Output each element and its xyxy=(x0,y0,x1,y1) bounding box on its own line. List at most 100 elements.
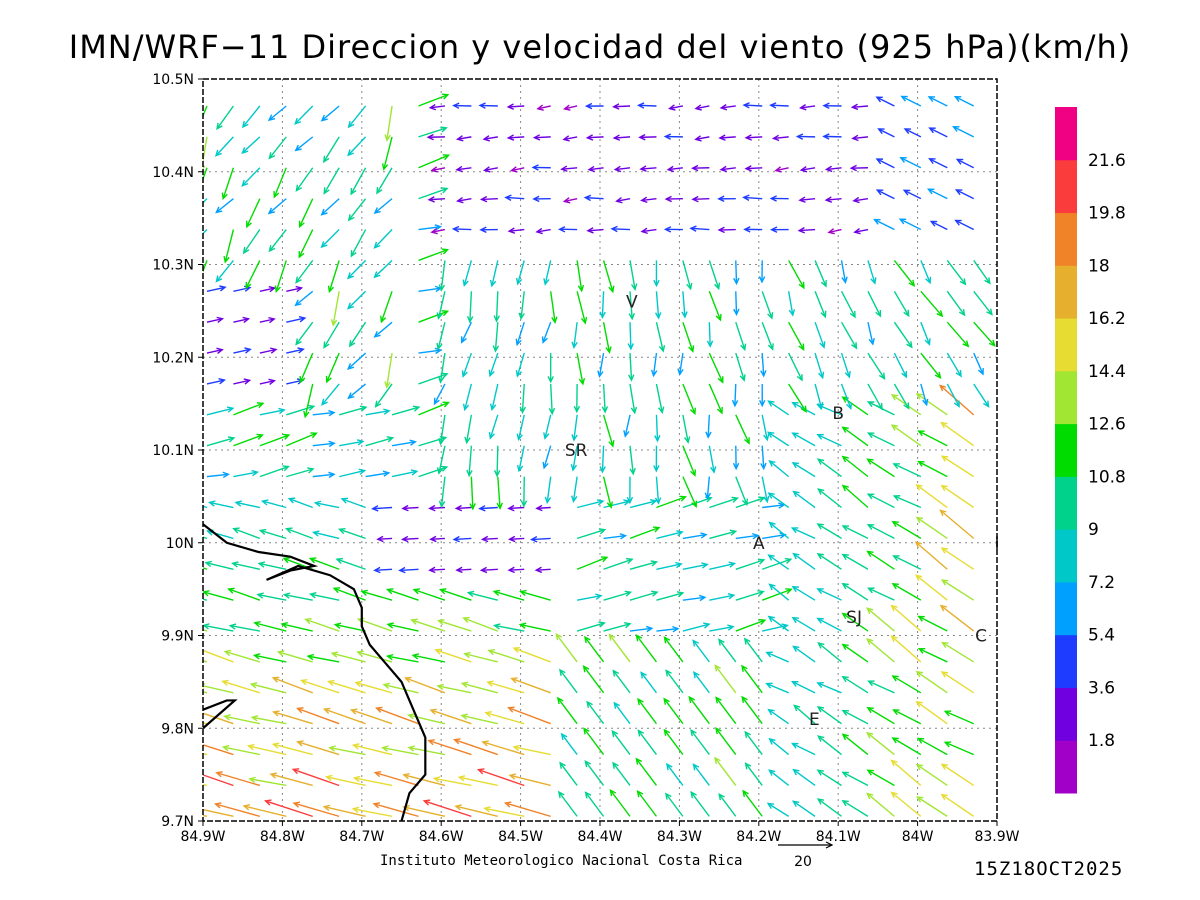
wind-vector xyxy=(248,776,287,787)
wind-vector xyxy=(841,525,869,540)
wind-vector xyxy=(708,260,721,291)
wind-vector xyxy=(509,166,525,173)
wind-vector xyxy=(418,187,449,200)
wind-vector xyxy=(766,802,790,817)
wind-vector xyxy=(349,708,393,725)
wind-vector xyxy=(493,291,500,323)
colorbar-swatch xyxy=(1055,107,1077,161)
wind-vector xyxy=(741,664,763,694)
wind-vector xyxy=(954,219,975,231)
wind-vector xyxy=(350,229,367,258)
wind-vector xyxy=(555,633,578,663)
wind-vector xyxy=(893,352,908,379)
wind-vector xyxy=(221,167,235,201)
wind-vector xyxy=(841,709,869,725)
wind-vector xyxy=(294,136,314,152)
wind-vector xyxy=(682,622,711,632)
wind-vector xyxy=(401,535,419,543)
wind-vector xyxy=(347,136,367,157)
wind-vector xyxy=(259,285,277,293)
wind-vector xyxy=(762,532,787,540)
wind-vector xyxy=(330,291,340,327)
wind-vector xyxy=(899,157,922,169)
wind-vector xyxy=(841,484,869,509)
wind-vector xyxy=(797,227,816,234)
wind-vector xyxy=(768,583,790,601)
wind-vector xyxy=(203,752,208,756)
wind-vector xyxy=(488,414,499,440)
wind-vector xyxy=(486,680,525,694)
wind-vector xyxy=(850,103,869,111)
wind-vector xyxy=(682,445,697,477)
grid-lines xyxy=(203,79,997,821)
wind-vector xyxy=(586,700,605,725)
wind-vector xyxy=(469,476,476,511)
wind-vector xyxy=(215,771,261,787)
wind-vector xyxy=(656,530,684,540)
wind-vector xyxy=(946,321,970,348)
wind-vector xyxy=(215,198,234,214)
wind-vector xyxy=(241,167,261,187)
wind-vector xyxy=(915,392,948,416)
wind-vector xyxy=(295,259,314,284)
wind-vector xyxy=(692,763,710,786)
wind-vector xyxy=(973,352,984,376)
wind-vector xyxy=(893,321,913,349)
wind-vector xyxy=(741,695,763,725)
wind-vector xyxy=(742,102,763,109)
wind-vector xyxy=(585,134,604,141)
wind-vector xyxy=(867,383,883,411)
wind-vector xyxy=(271,676,313,694)
wind-vector xyxy=(816,433,842,447)
wind-vector xyxy=(259,316,276,324)
wind-vector xyxy=(650,352,658,378)
wind-vector xyxy=(866,706,895,725)
wind-vector xyxy=(299,679,340,694)
wind-vector xyxy=(418,285,443,293)
wind-vector xyxy=(733,291,740,317)
wind-vector xyxy=(482,135,498,142)
wind-vector xyxy=(271,742,313,756)
wind-vector xyxy=(715,726,737,756)
wind-vector xyxy=(892,463,922,478)
wind-vector xyxy=(853,227,869,235)
wind-vector xyxy=(629,445,636,476)
x-tick-label: 84.9W xyxy=(180,829,225,845)
wind-vector xyxy=(460,713,498,725)
wind-vector xyxy=(204,560,234,570)
wind-vector xyxy=(233,378,252,385)
wind-vector xyxy=(351,806,393,818)
wind-vector xyxy=(559,761,578,786)
wind-vector xyxy=(398,566,419,574)
wind-vector xyxy=(256,592,287,601)
wind-vector xyxy=(308,592,340,601)
wind-vector xyxy=(940,484,975,509)
wind-vector xyxy=(512,744,551,756)
wind-vector xyxy=(245,260,261,290)
wind-vector xyxy=(735,590,765,601)
wind-vector xyxy=(867,322,875,346)
wind-vector xyxy=(346,290,367,310)
wind-vector xyxy=(665,762,684,786)
wind-vector xyxy=(298,229,314,259)
wind-vector xyxy=(709,561,737,570)
wind-vector xyxy=(761,414,770,442)
wind-vector xyxy=(438,588,472,601)
wind-vector xyxy=(705,414,712,439)
wind-vector xyxy=(915,700,948,725)
wind-vector xyxy=(597,352,605,378)
wind-vector xyxy=(920,290,944,318)
wind-vector xyxy=(518,622,551,632)
x-tick-label: 84.7W xyxy=(339,829,384,845)
wind-vector xyxy=(688,695,710,725)
wind-vector xyxy=(286,316,307,323)
chart-title: IMN/WRF−11 Direccion y velocidad del vie… xyxy=(68,28,1132,66)
wind-vector xyxy=(613,165,631,173)
colorbar-swatch xyxy=(1055,212,1077,266)
wind-vector xyxy=(337,527,366,540)
wind-vector xyxy=(799,166,816,173)
wind-vector xyxy=(547,353,554,384)
wind-vector xyxy=(875,158,895,169)
wind-vector xyxy=(898,218,922,231)
